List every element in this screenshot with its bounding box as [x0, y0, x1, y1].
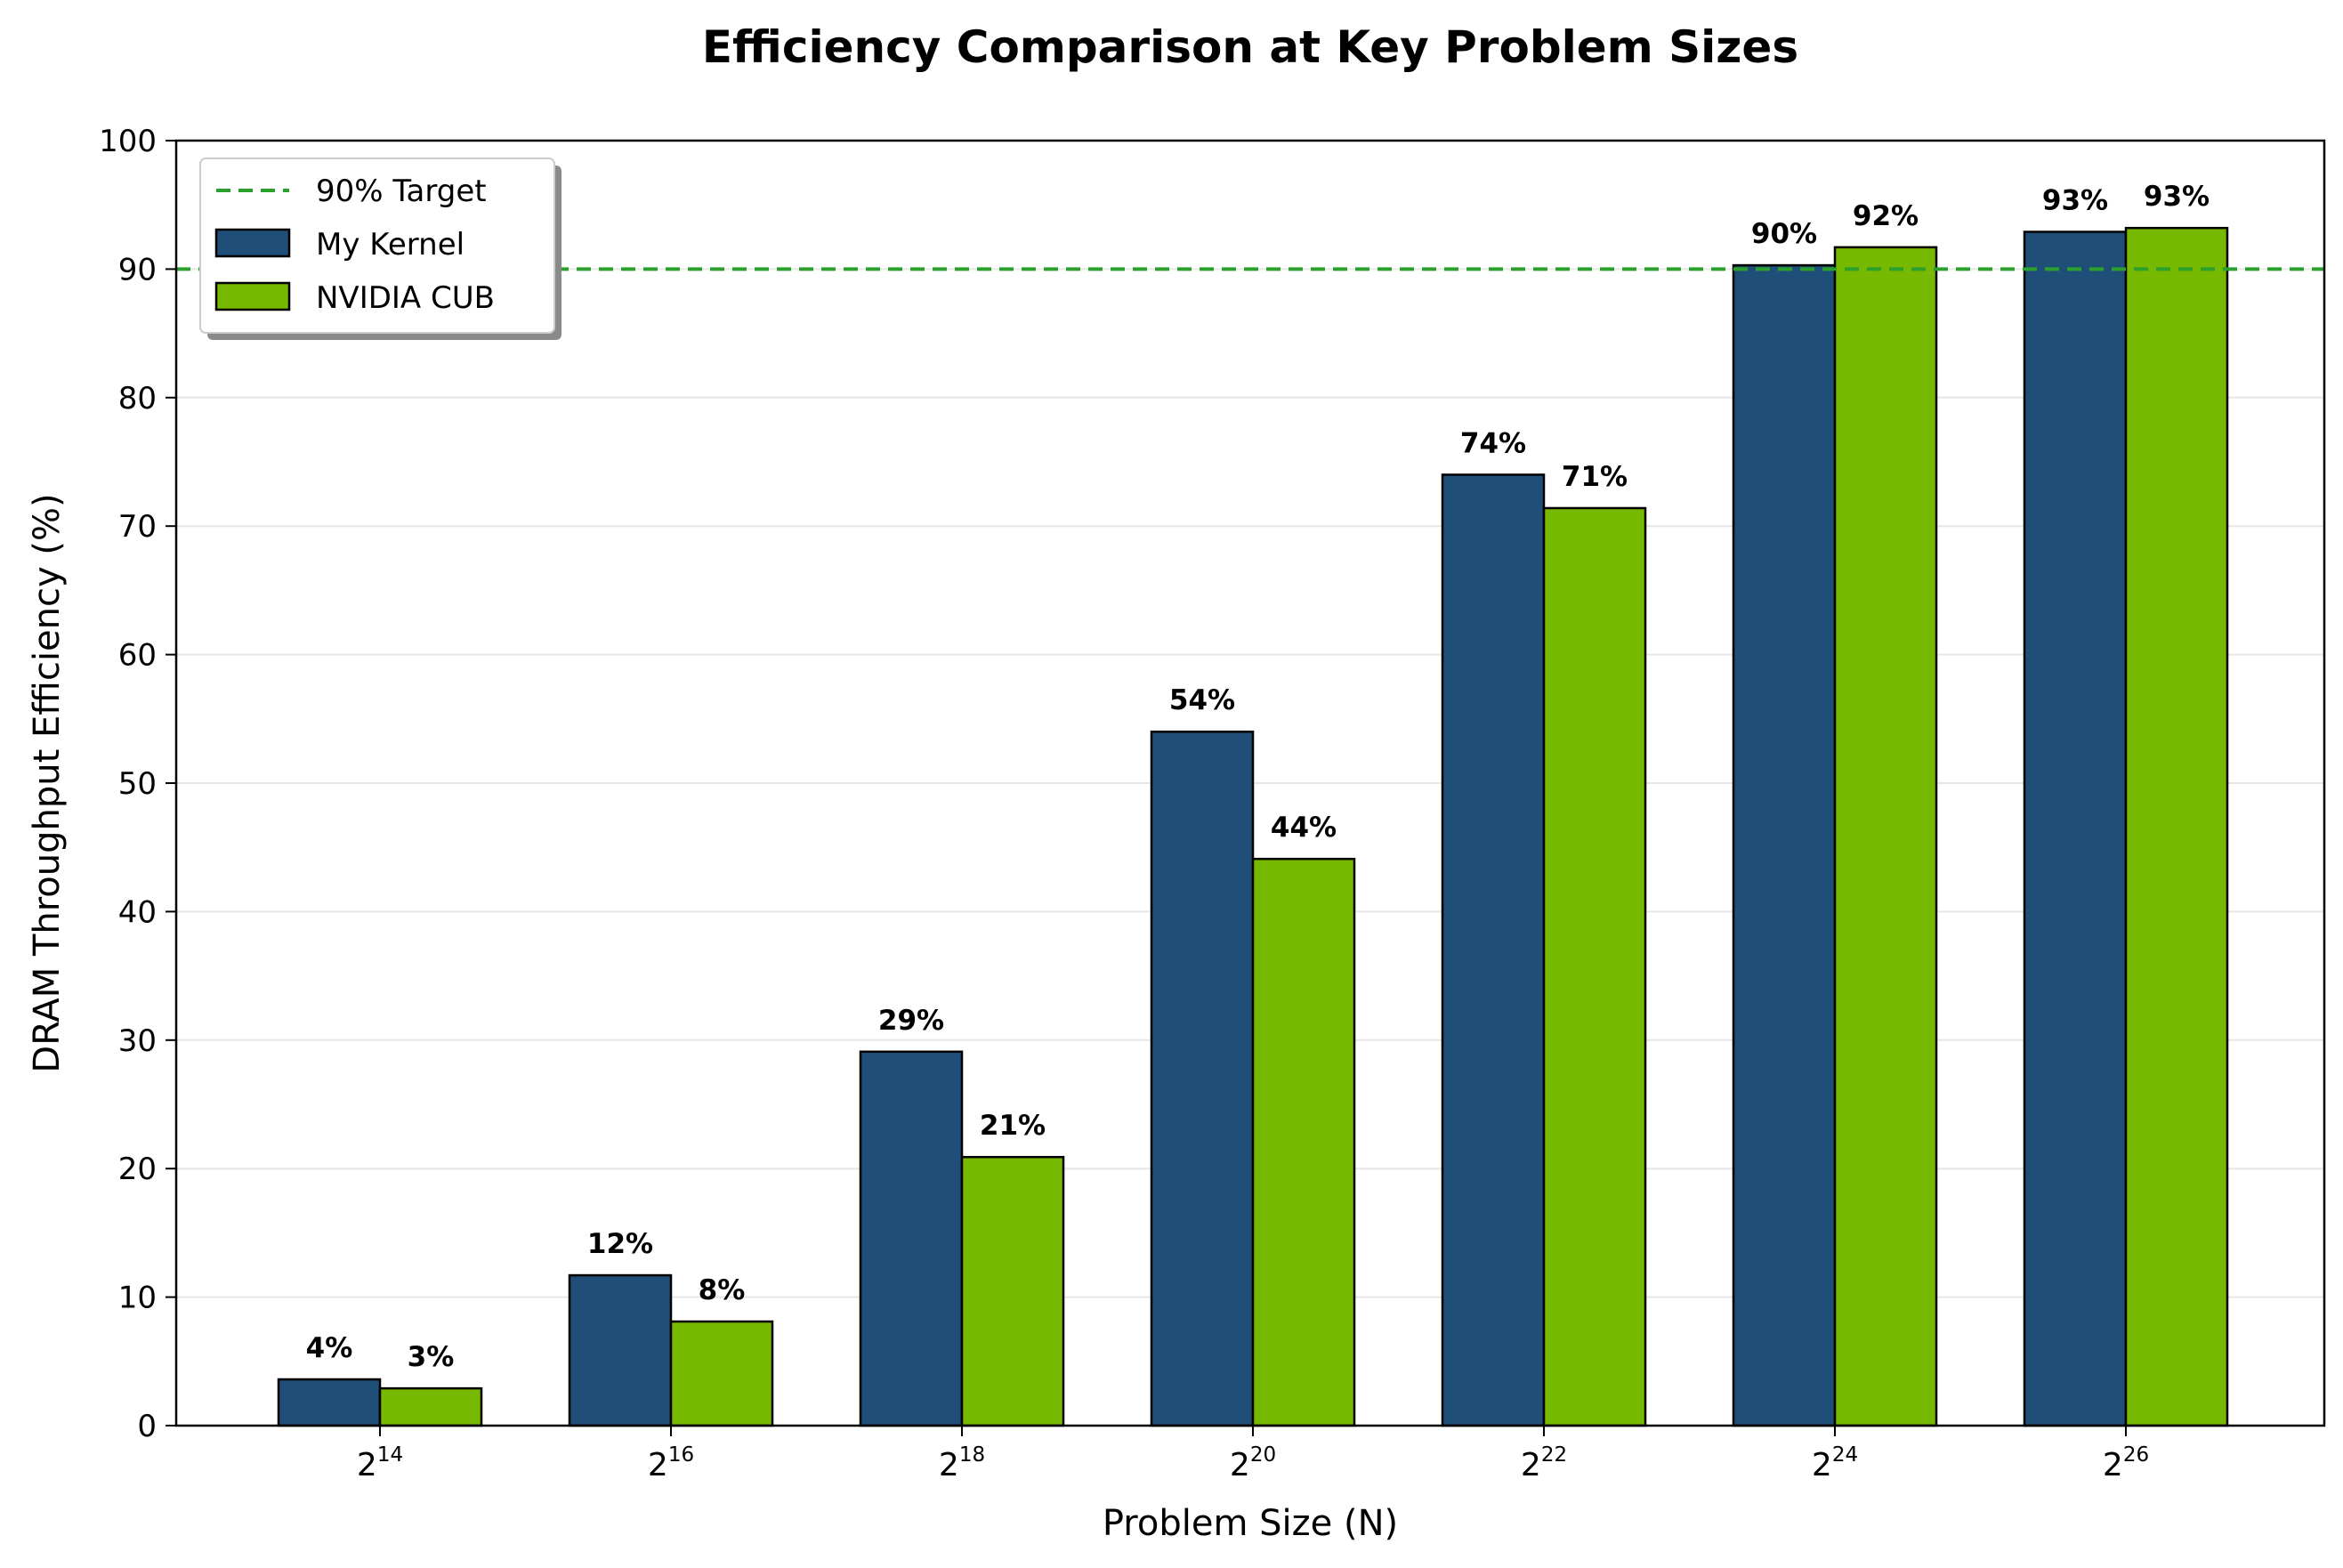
y-axis-title: DRAM Throughput Efficiency (%) — [27, 493, 68, 1072]
y-tick-label: 90 — [118, 252, 157, 287]
bars — [277, 226, 2229, 1427]
y-tick-label: 0 — [137, 1409, 157, 1444]
y-tick-label: 100 — [99, 124, 157, 159]
bar-nvidia-cub-5 — [1833, 246, 1938, 1427]
bar-my-kernel-4 — [1441, 473, 1546, 1427]
bar-my-kernel-5 — [1732, 263, 1837, 1427]
bar-value-label: 74% — [1460, 427, 1526, 459]
bar-my-kernel-0 — [277, 1378, 382, 1427]
legend-label-1: NVIDIA CUB — [316, 280, 495, 316]
y-axis: 0 10 20 30 40 50 60 70 80 90 100 — [99, 124, 176, 1444]
x-tick-label: 214 — [357, 1443, 403, 1483]
bar-value-label: 21% — [980, 1110, 1046, 1142]
x-tick-label: 216 — [648, 1443, 694, 1483]
legend-label-target: 90% Target — [316, 174, 487, 209]
bar-value-label: 90% — [1751, 218, 1817, 250]
x-axis-title: Problem Size (N) — [1103, 1503, 1398, 1544]
bar-my-kernel-6 — [2023, 230, 2128, 1427]
bar-value-label: 92% — [1853, 200, 1919, 232]
bar-nvidia-cub-0 — [378, 1386, 483, 1427]
chart-title: Efficiency Comparison at Key Problem Siz… — [702, 21, 1798, 73]
bar-value-label: 12% — [587, 1228, 653, 1260]
bar-value-label: 3% — [408, 1341, 455, 1373]
x-axis: 214 216 218 220 222 224 226 — [357, 1426, 2149, 1483]
legend-swatch-0 — [214, 228, 291, 258]
legend-swatch-1 — [214, 281, 291, 311]
bar-nvidia-cub-1 — [669, 1320, 774, 1427]
x-tick-label: 218 — [939, 1443, 985, 1483]
y-tick-label: 40 — [118, 894, 157, 930]
y-tick-label: 30 — [118, 1023, 157, 1059]
bar-nvidia-cub-3 — [1251, 857, 1356, 1427]
y-tick-label: 80 — [118, 381, 157, 416]
x-tick-label: 220 — [1230, 1443, 1276, 1483]
y-tick-label: 50 — [118, 766, 157, 802]
y-tick-label: 20 — [118, 1152, 157, 1187]
y-tick-label: 10 — [118, 1281, 157, 1316]
legend: 90% Target My Kernel NVIDIA CUB — [199, 158, 562, 340]
x-tick-label: 222 — [1521, 1443, 1567, 1483]
bar-nvidia-cub-2 — [960, 1155, 1065, 1427]
bar-value-label: 93% — [2144, 181, 2210, 213]
bar-my-kernel-2 — [859, 1050, 964, 1427]
bar-value-label: 71% — [1562, 461, 1628, 493]
bar-nvidia-cub-4 — [1542, 506, 1647, 1427]
bar-nvidia-cub-6 — [2124, 226, 2229, 1427]
bar-value-label: 8% — [699, 1274, 746, 1306]
bar-labels: 4% 3% 12% 8% 29% 21% 54% 44% 74% 71% 90% 92% 93% 93% — [306, 181, 2210, 1373]
bar-value-label: 54% — [1169, 684, 1235, 716]
x-tick-label: 224 — [1812, 1443, 1858, 1483]
bar-value-label: 29% — [878, 1005, 944, 1037]
y-tick-label: 60 — [118, 638, 157, 674]
legend-label-0: My Kernel — [316, 227, 465, 263]
bar-my-kernel-3 — [1150, 730, 1255, 1427]
x-tick-label: 226 — [2103, 1443, 2149, 1483]
bar-my-kernel-1 — [568, 1273, 673, 1427]
bar-value-label: 44% — [1271, 812, 1337, 844]
y-tick-label: 70 — [118, 509, 157, 545]
bar-value-label: 4% — [306, 1332, 353, 1364]
bar-value-label: 93% — [2042, 185, 2108, 217]
